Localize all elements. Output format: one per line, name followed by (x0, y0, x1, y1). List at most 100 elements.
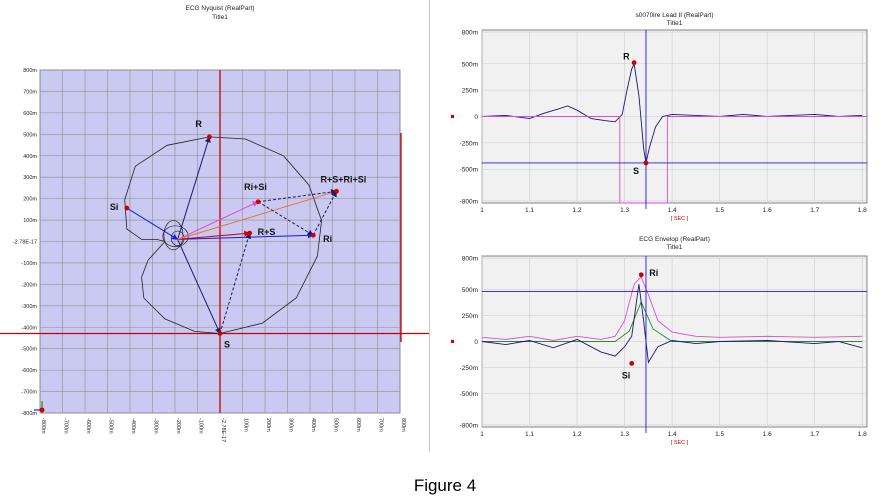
y-tick-label: 500m (462, 61, 478, 68)
x-tick-label: 700m (378, 418, 384, 432)
x-tick-label: 1.1 (525, 431, 534, 438)
y-tick-label: 800m (462, 30, 478, 37)
y-tick-label: 250m (462, 313, 478, 320)
x-tick-label: 1.5 (715, 431, 724, 438)
chart-title: s0070lre Lead II (RealPart) (635, 12, 713, 19)
y-tick-label: -300m (21, 304, 37, 310)
phasor-vector (177, 239, 221, 335)
point-label: S (224, 340, 230, 350)
chart-subtitle: Title1 (667, 244, 683, 251)
y-tick-label: -100m (21, 261, 37, 267)
x-tick-label: 1.7 (810, 431, 819, 438)
y-tick-label: 250m (462, 88, 478, 95)
x-tick-label: -100m (198, 418, 204, 434)
y-tick-label: -200m (21, 282, 37, 288)
x-tick-label: 1.2 (573, 431, 582, 438)
point-marker (247, 230, 253, 236)
chart-title: ECG Envelop (RealPart) (639, 236, 710, 243)
y-tick-label: 200m (23, 197, 37, 203)
point-label: S (633, 166, 639, 176)
phasor-vector (177, 201, 259, 240)
series-line-magenta (482, 116, 867, 204)
y-tick-label: -250m (460, 140, 478, 147)
y-tick-label: 300m (23, 175, 37, 181)
point-label: Si (622, 370, 631, 380)
x-tick-label: -500m (108, 418, 114, 434)
x-tick-label: 1.4 (668, 207, 677, 214)
x-tick-label: -2.78E-17 (220, 418, 226, 442)
series-line-magenta (481, 276, 863, 341)
lead-ii-panel: s0070lre Lead II (RealPart)Title1 800m 500… (451, 12, 868, 222)
x-axis-label: [ SEC ] (671, 440, 689, 446)
series-line-navy (481, 284, 863, 364)
panel-separator (429, 0, 430, 452)
nyquist-inner-loop (163, 220, 184, 251)
x-tick-label: 1.1 (525, 207, 534, 214)
point-label: R (623, 52, 630, 62)
phasor-vector (257, 201, 314, 236)
point-label: Ri (323, 234, 332, 244)
y-tick-label: 0 (474, 114, 478, 121)
x-tick-label: 1.5 (715, 207, 724, 214)
x-tick-label: 1.7 (810, 207, 819, 214)
x-tick-label: 1 (480, 207, 484, 214)
x-tick-label: 1.6 (763, 431, 772, 438)
chart-subtitle: Title1 (212, 14, 228, 21)
point-marker (124, 205, 130, 211)
point-marker (334, 188, 339, 194)
x-tick-label: -700m (63, 418, 69, 434)
x-tick-label: -300m (153, 418, 159, 434)
y-tick-label: -250m (460, 365, 478, 372)
point-marker (629, 360, 635, 366)
y-tick-label: 400m (23, 154, 37, 160)
y-tick-label: -600m (21, 368, 37, 374)
point-label: Si (110, 202, 119, 212)
y-tick-label: 600m (23, 111, 37, 117)
point-marker (207, 134, 212, 140)
x-tick-label: 1.3 (620, 431, 629, 438)
point-label: R (195, 119, 202, 129)
phasor-vector (177, 189, 338, 240)
phasor-vector (126, 207, 179, 240)
x-tick-label: -800m (40, 418, 46, 434)
x-tick-label: 600m (355, 418, 361, 432)
axis-origin-dot-icon (39, 407, 45, 413)
point-marker (638, 272, 644, 278)
y-axis-marker (451, 115, 454, 118)
phasor-vector (219, 232, 251, 334)
y-tick-label: -800m (460, 422, 478, 429)
x-tick-label: 100m (243, 418, 249, 432)
y-axis-marker (451, 340, 454, 343)
x-tick-label: -600m (85, 418, 91, 434)
y-tick-label: -500m (460, 167, 478, 174)
point-marker (643, 160, 649, 166)
y-tick-label: 800m (23, 68, 37, 74)
x-axis-label: [ SEC ] (671, 216, 689, 222)
x-tick-label: 1.3 (620, 207, 629, 214)
y-tick-label: 700m (23, 89, 37, 95)
point-label: R+S (258, 227, 276, 237)
x-tick-label: 200m (265, 418, 271, 432)
chart-title: ECG Nyquist (RealPart) (186, 5, 255, 12)
series-line-navy (481, 62, 863, 163)
x-tick-label: 1.8 (858, 431, 867, 438)
y-tick-label: -500m (460, 391, 478, 398)
point-marker (255, 199, 261, 205)
phasor-vector (177, 136, 211, 240)
y-tick-label: -2.78E-17 (13, 240, 37, 246)
x-tick-label: -400m (130, 418, 136, 434)
y-tick-label: -400m (21, 325, 37, 331)
nyquist-panel: ECG Nyquist (RealPart) Title1 800m 700m 600m… (0, 5, 429, 442)
point-label: Ri+Si (244, 182, 267, 192)
envelope-panel: ECG Envelop (RealPart)Title1 800m 500m 250m… (451, 236, 868, 446)
y-tick-label: 500m (23, 132, 37, 138)
point-label: Ri (649, 268, 658, 278)
x-tick-label: 400m (310, 418, 316, 432)
x-tick-label: 1.6 (763, 207, 772, 214)
point-marker (310, 232, 316, 238)
point-marker (631, 60, 637, 66)
y-tick-label: 0 (474, 339, 478, 346)
x-tick-label: 1.2 (573, 207, 582, 214)
x-tick-label: 1 (480, 431, 484, 438)
